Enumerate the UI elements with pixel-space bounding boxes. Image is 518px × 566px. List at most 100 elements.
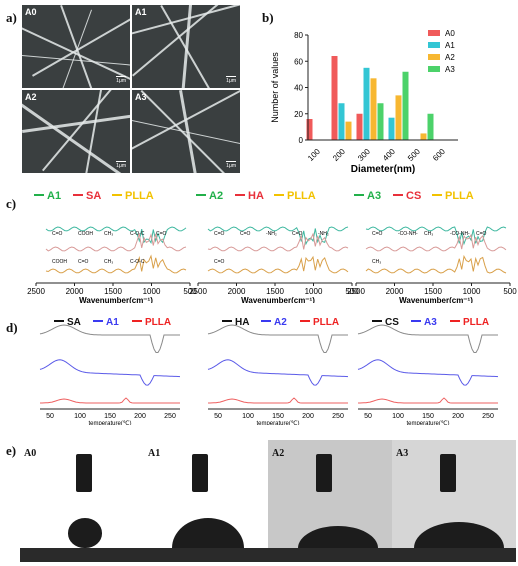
bar-a3-500 bbox=[427, 113, 434, 140]
ftir-peak-annotation: C=O bbox=[476, 231, 487, 237]
ftir-peak-annotation: CH₃ bbox=[104, 231, 113, 237]
dsc-x-axis-label: temperature(℃) bbox=[406, 421, 449, 425]
syringe-needle bbox=[76, 454, 92, 492]
y-axis-label: Number of values bbox=[270, 52, 280, 123]
dsc-trace bbox=[207, 359, 349, 386]
ftir-peak-annotation: CH₃ bbox=[104, 259, 113, 265]
ftir-x-tick-label: 1500 bbox=[266, 287, 284, 296]
panel-c-label: c) bbox=[6, 196, 17, 211]
dsc-x-tick-label: 250 bbox=[482, 413, 494, 420]
contact-angle-image-a2: A2 bbox=[268, 440, 392, 562]
dsc-x-tick-label: 50 bbox=[364, 413, 372, 420]
ftir-spectra: A1 SA PLLA C=O COOH CH₃ C-O-C C=O COOH C=O CH₃ C-O-… bbox=[27, 190, 517, 303]
dsc-legend-label: PLLA bbox=[463, 317, 489, 328]
substrate bbox=[20, 548, 144, 562]
dsc-legend-label: A1 bbox=[106, 317, 119, 328]
x-tick-label: 100 bbox=[306, 147, 322, 163]
ftir-x-tick-label: 500 bbox=[503, 287, 517, 296]
ftir-peak-annotation: C=O bbox=[292, 231, 303, 237]
ftir-x-axis-label: Wavenumber(cm⁻¹) bbox=[241, 296, 315, 303]
ftir-legend-label: A2 bbox=[209, 190, 223, 202]
dsc-x-tick-label: 50 bbox=[214, 413, 222, 420]
dsc-thermograms: SA A1 PLLA 50 100 150 200 250 temperature(℃) HA A2… bbox=[39, 317, 499, 425]
sem-scale-bar: 1μm bbox=[226, 161, 236, 169]
ftir-x-tick-label: 2000 bbox=[66, 287, 84, 296]
legend-swatch-a3 bbox=[428, 66, 440, 72]
contact-angle-tag: A3 bbox=[396, 448, 409, 459]
ftir-peak-annotation: C=O bbox=[52, 231, 63, 237]
bar-a1-400 bbox=[388, 117, 395, 140]
substrate bbox=[144, 548, 268, 562]
legend-swatch-a1 bbox=[428, 42, 440, 48]
ftir-trace bbox=[207, 232, 349, 252]
ftir-x-tick-label: 1000 bbox=[463, 287, 481, 296]
legend-label-a0: A0 bbox=[445, 29, 455, 38]
y-tick-label: 60 bbox=[294, 57, 303, 66]
dsc-trace bbox=[208, 397, 348, 404]
dsc-x-tick-label: 200 bbox=[452, 413, 464, 420]
ftir-trace bbox=[365, 226, 507, 246]
ftir-x-tick-label: 2500 bbox=[347, 287, 365, 296]
ftir-x-tick-label: 2500 bbox=[27, 287, 45, 296]
ftir-trace bbox=[207, 255, 349, 274]
y-tick-label: 80 bbox=[294, 31, 303, 40]
legend-label-a2: A2 bbox=[445, 53, 455, 62]
dsc-x-tick-label: 250 bbox=[164, 413, 176, 420]
x-axis-label: Diameter(nm) bbox=[351, 164, 415, 175]
ftir-x-tick-label: 1000 bbox=[143, 287, 161, 296]
sem-scale-bar: 1μm bbox=[116, 161, 126, 169]
water-droplet bbox=[414, 522, 504, 548]
sem-tag-a1: A1 bbox=[135, 7, 147, 17]
dsc-x-axis-label: temperature(℃) bbox=[256, 421, 299, 425]
contact-angle-tag: A1 bbox=[148, 448, 161, 459]
x-tick-label: 300 bbox=[356, 147, 372, 163]
sem-image-a1: A1 1μm bbox=[132, 5, 240, 88]
dsc-legend-label: HA bbox=[235, 317, 249, 328]
dsc-x-tick-label: 250 bbox=[332, 413, 344, 420]
dsc-legend-label: A3 bbox=[424, 317, 437, 328]
water-droplet bbox=[172, 518, 244, 548]
dsc-trace bbox=[39, 359, 181, 386]
ftir-x-tick-label: 2000 bbox=[228, 287, 246, 296]
ftir-x-tick-label: 1500 bbox=[104, 287, 122, 296]
syringe-needle bbox=[440, 454, 456, 492]
ftir-peak-annotation: C-O-C bbox=[130, 231, 145, 237]
bar-a2-200 bbox=[345, 121, 352, 140]
panel-d-label: d) bbox=[6, 320, 18, 335]
ftir-legend-label: A1 bbox=[47, 190, 61, 202]
x-tick-label: 400 bbox=[381, 147, 397, 163]
sem-image-a0: A0 1μm bbox=[22, 5, 130, 88]
dsc-trace bbox=[40, 397, 180, 404]
bar-a0-300 bbox=[356, 113, 363, 140]
x-tick-label: 600 bbox=[431, 147, 447, 163]
ftir-peak-annotation: COOH bbox=[52, 259, 67, 265]
contact-angle-image-a3: A3 bbox=[392, 440, 516, 562]
panel-e-label: e) bbox=[6, 443, 17, 458]
sem-tag-a0: A0 bbox=[25, 7, 37, 17]
dsc-x-tick-label: 100 bbox=[392, 413, 404, 420]
contact-angle-images: A0 A1 A2 A3 bbox=[20, 440, 516, 562]
ftir-legend-label: HA bbox=[248, 190, 264, 202]
ftir-peak-annotation: CH₃ bbox=[424, 231, 433, 237]
ftir-legend-label: PLLA bbox=[445, 190, 474, 202]
ftir-peak-annotation: COOH bbox=[78, 231, 93, 237]
legend-swatch-a2 bbox=[428, 54, 440, 60]
dsc-legend-label: CS bbox=[385, 317, 399, 328]
x-tick-label: 200 bbox=[331, 147, 347, 163]
dsc-trace bbox=[357, 324, 498, 353]
bar-a3-300 bbox=[377, 103, 384, 140]
dsc-x-axis-label: temperature(℃) bbox=[88, 421, 131, 425]
dsc-x-tick-label: 200 bbox=[302, 413, 314, 420]
y-tick-label: 20 bbox=[294, 110, 303, 119]
dsc-x-tick-label: 150 bbox=[104, 413, 116, 420]
dsc-x-tick-label: 150 bbox=[272, 413, 284, 420]
ftir-trace bbox=[45, 226, 187, 244]
substrate bbox=[392, 548, 516, 562]
ftir-peak-annotation: C=O bbox=[240, 231, 251, 237]
sem-image-a3: A3 1μm bbox=[132, 90, 240, 173]
ftir-x-tick-label: 1000 bbox=[305, 287, 323, 296]
water-droplet bbox=[68, 518, 102, 548]
ftir-x-tick-label: 500 bbox=[345, 287, 359, 296]
bar-a2-300 bbox=[370, 78, 377, 140]
ftir-peak-annotation: -NH₂ bbox=[318, 231, 329, 237]
